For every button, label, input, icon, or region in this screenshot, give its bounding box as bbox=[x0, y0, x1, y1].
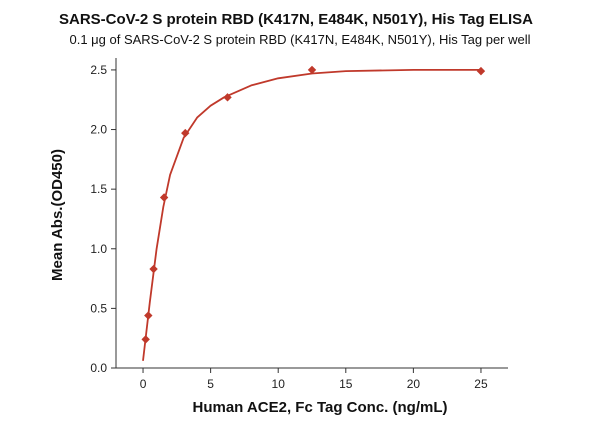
y-tick-label: 1.0 bbox=[90, 242, 107, 256]
fit-curve bbox=[142, 69, 481, 361]
y-tick-label: 0.0 bbox=[90, 361, 107, 375]
chart-title: SARS-CoV-2 S protein RBD (K417N, E484K, … bbox=[59, 11, 533, 28]
data-point bbox=[223, 93, 232, 102]
x-axis-ticks: 0 5 10 15 20 25 bbox=[140, 368, 488, 391]
plot-area: 0.0 0.5 1.0 1.5 2.0 2.5 0 5 10 15 20 25 bbox=[90, 58, 508, 391]
data-point bbox=[159, 193, 169, 202]
x-tick-label: 25 bbox=[474, 377, 488, 391]
y-tick-label: 1.5 bbox=[90, 182, 107, 196]
x-tick-label: 0 bbox=[140, 377, 147, 391]
y-axis-ticks: 0.0 0.5 1.0 1.5 2.0 2.5 bbox=[90, 63, 116, 375]
y-axis-label: Mean Abs.(OD450) bbox=[49, 149, 66, 281]
data-point bbox=[307, 65, 317, 75]
data-point bbox=[149, 264, 158, 274]
data-point bbox=[144, 311, 153, 320]
x-tick-label: 10 bbox=[272, 377, 286, 391]
data-points bbox=[141, 65, 486, 344]
x-tick-label: 20 bbox=[407, 377, 421, 391]
data-point bbox=[141, 335, 150, 344]
y-tick-label: 2.0 bbox=[90, 123, 107, 137]
y-tick-label: 0.5 bbox=[90, 301, 107, 315]
x-tick-label: 15 bbox=[339, 377, 353, 391]
y-tick-label: 2.5 bbox=[90, 63, 107, 77]
x-axis-label: Human ACE2, Fc Tag Conc. (ng/mL) bbox=[192, 399, 447, 416]
data-point bbox=[476, 66, 486, 76]
x-tick-label: 5 bbox=[207, 377, 214, 391]
data-point bbox=[181, 128, 190, 138]
chart-subtitle: 0.1 μg of SARS-CoV-2 S protein RBD (K417… bbox=[69, 32, 530, 47]
